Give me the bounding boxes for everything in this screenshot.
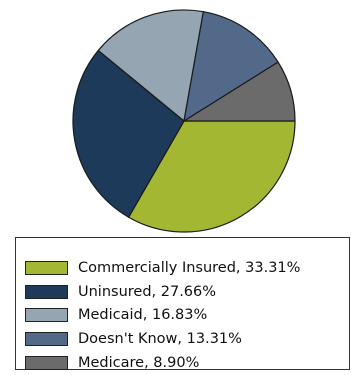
legend-label-doesnt-know: Doesn't Know, 13.31% xyxy=(78,331,242,348)
legend-label-medicaid: Medicaid, 16.83% xyxy=(78,307,208,324)
pie-slice-uninsured xyxy=(72,49,185,218)
pie-slice-medicaid xyxy=(97,9,204,122)
legend-swatch-commercially-insured xyxy=(25,260,68,275)
pie-chart-svg xyxy=(72,9,296,233)
legend-label-uninsured: Uninsured, 27.66% xyxy=(78,283,217,300)
pie-slice-medicare xyxy=(183,61,296,122)
pie-slice-commercially-insured xyxy=(128,120,296,233)
legend-item-medicare: Medicare, 8.90% xyxy=(25,351,349,375)
legend-label-commercially-insured: Commercially Insured, 33.31% xyxy=(78,259,301,276)
legend-item-commercially-insured: Commercially Insured, 33.31% xyxy=(25,256,349,280)
legend-swatch-medicaid xyxy=(25,308,68,323)
chart-legend: Commercially Insured, 33.31% Uninsured, … xyxy=(15,237,350,371)
legend-label-medicare: Medicare, 8.90% xyxy=(78,355,200,372)
pie-slice-doesnt-know xyxy=(183,11,279,122)
legend-item-uninsured: Uninsured, 27.66% xyxy=(25,280,349,304)
legend-item-doesnt-know: Doesn't Know, 13.31% xyxy=(25,327,349,351)
pie-chart xyxy=(72,9,296,233)
legend-swatch-medicare xyxy=(25,356,68,371)
legend-swatch-uninsured xyxy=(25,284,68,299)
legend-swatch-doesnt-know xyxy=(25,332,68,347)
legend-item-medicaid: Medicaid, 16.83% xyxy=(25,304,349,328)
